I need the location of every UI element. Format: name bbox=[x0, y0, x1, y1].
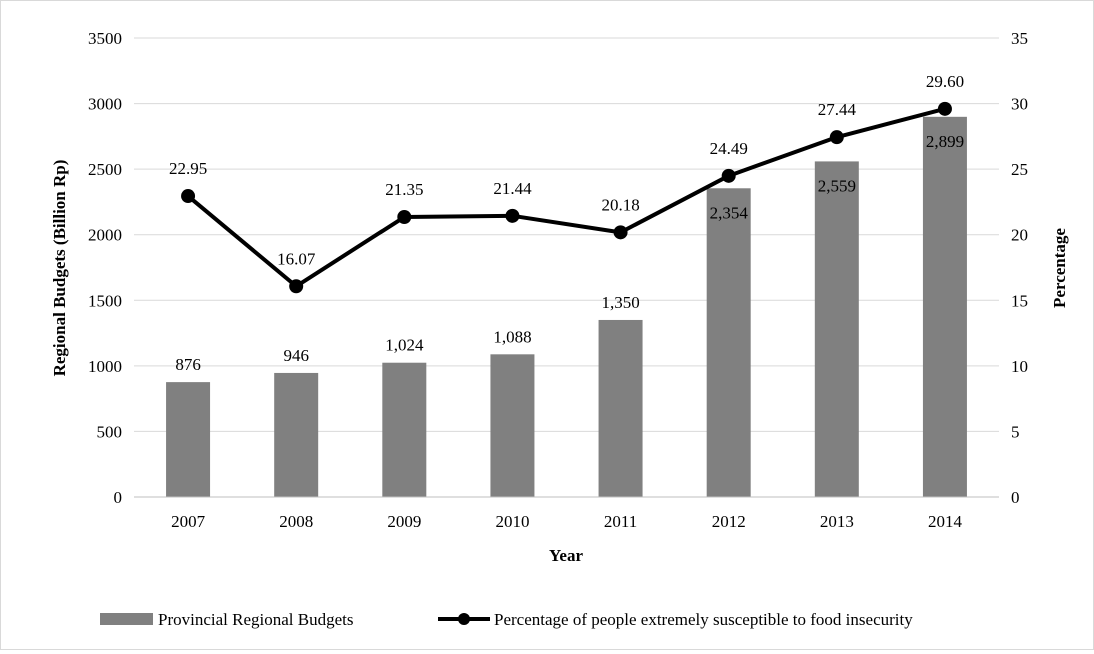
right-tick-label: 0 bbox=[1011, 488, 1020, 507]
right-tick-label: 25 bbox=[1011, 160, 1028, 179]
line-point bbox=[289, 279, 304, 294]
bar-data-labels: 876 946 1,024 1,088 1,350 2,354 2,559 2,899 bbox=[175, 132, 964, 374]
bar bbox=[490, 354, 535, 497]
bar-series bbox=[166, 116, 967, 497]
x-tick-label: 2009 bbox=[387, 512, 421, 531]
left-tick-label: 0 bbox=[114, 488, 123, 507]
bar-value-label: 1,024 bbox=[385, 336, 424, 355]
x-tick-label: 2013 bbox=[820, 512, 854, 531]
bar-value-label: 2,354 bbox=[710, 203, 749, 222]
x-tick-label: 2007 bbox=[171, 512, 206, 531]
left-tick-label: 1500 bbox=[88, 291, 122, 310]
left-tick-label: 3000 bbox=[88, 95, 122, 114]
left-tick-label: 2500 bbox=[88, 160, 122, 179]
series-line bbox=[186, 106, 946, 289]
legend-line-marker bbox=[458, 613, 470, 625]
right-tick-label: 15 bbox=[1011, 291, 1028, 310]
line-value-label: 21.44 bbox=[493, 179, 532, 198]
left-axis-title: Regional Budgets (Billion Rp) bbox=[50, 160, 69, 377]
x-tick-label: 2014 bbox=[928, 512, 963, 531]
line-point bbox=[721, 168, 736, 183]
right-tick-label: 10 bbox=[1011, 357, 1028, 376]
line-value-label: 20.18 bbox=[601, 195, 639, 214]
bar-value-label: 1,350 bbox=[601, 293, 639, 312]
line-series bbox=[181, 101, 952, 294]
legend-line-label: Percentage of people extremely susceptib… bbox=[494, 610, 913, 629]
right-tick-label: 35 bbox=[1011, 29, 1028, 48]
line-point bbox=[613, 225, 628, 240]
x-tick-label: 2008 bbox=[279, 512, 313, 531]
line-point bbox=[937, 101, 952, 116]
legend-bar-swatch bbox=[100, 613, 153, 625]
bar bbox=[274, 372, 319, 497]
bar-value-label: 1,088 bbox=[493, 327, 531, 346]
x-axis-title: Year bbox=[549, 546, 583, 565]
line-point bbox=[505, 208, 520, 223]
line-data-labels: 22.95 16.07 21.35 21.44 20.18 24.49 27.44 29.60 bbox=[169, 72, 964, 268]
line-point bbox=[829, 130, 844, 145]
bar-value-label: 2,559 bbox=[818, 176, 856, 195]
right-tick-label: 20 bbox=[1011, 226, 1028, 245]
left-tick-label: 3500 bbox=[88, 29, 122, 48]
left-axis-ticks: 0 500 1000 1500 2000 2500 3000 3500 bbox=[88, 29, 122, 507]
line-value-label: 22.95 bbox=[169, 159, 207, 178]
line-point bbox=[397, 210, 412, 225]
bar bbox=[706, 188, 751, 497]
bar bbox=[814, 161, 859, 497]
line-value-label: 27.44 bbox=[818, 100, 857, 119]
bar-value-label: 2,899 bbox=[926, 132, 964, 151]
bar bbox=[922, 116, 967, 497]
line-value-label: 29.60 bbox=[926, 72, 964, 91]
line-value-label: 24.49 bbox=[710, 139, 748, 158]
x-tick-label: 2010 bbox=[495, 512, 529, 531]
right-tick-label: 5 bbox=[1011, 422, 1020, 441]
bar bbox=[166, 382, 211, 497]
legend-bar-label: Provincial Regional Budgets bbox=[158, 610, 353, 629]
x-tick-label: 2012 bbox=[712, 512, 746, 531]
line-value-label: 16.07 bbox=[277, 249, 316, 268]
x-tick-label: 2011 bbox=[604, 512, 637, 531]
legend: Provincial Regional Budgets Percentage o… bbox=[100, 610, 913, 629]
left-tick-label: 500 bbox=[97, 422, 123, 441]
bar-value-label: 876 bbox=[175, 355, 201, 374]
line-value-label: 21.35 bbox=[385, 180, 423, 199]
gridlines bbox=[134, 37, 999, 432]
right-tick-label: 30 bbox=[1011, 95, 1028, 114]
line-point bbox=[181, 189, 196, 204]
right-axis-ticks: 0 5 10 15 20 25 30 35 bbox=[1011, 29, 1028, 507]
bar bbox=[382, 362, 427, 497]
bar bbox=[598, 319, 643, 497]
left-tick-label: 2000 bbox=[88, 226, 122, 245]
bar-value-label: 946 bbox=[283, 346, 309, 365]
right-axis-title: Percentage bbox=[1050, 228, 1069, 308]
left-tick-label: 1000 bbox=[88, 357, 122, 376]
x-axis-ticks: 2007 2008 2009 2010 2011 2012 2013 2014 bbox=[171, 512, 962, 531]
